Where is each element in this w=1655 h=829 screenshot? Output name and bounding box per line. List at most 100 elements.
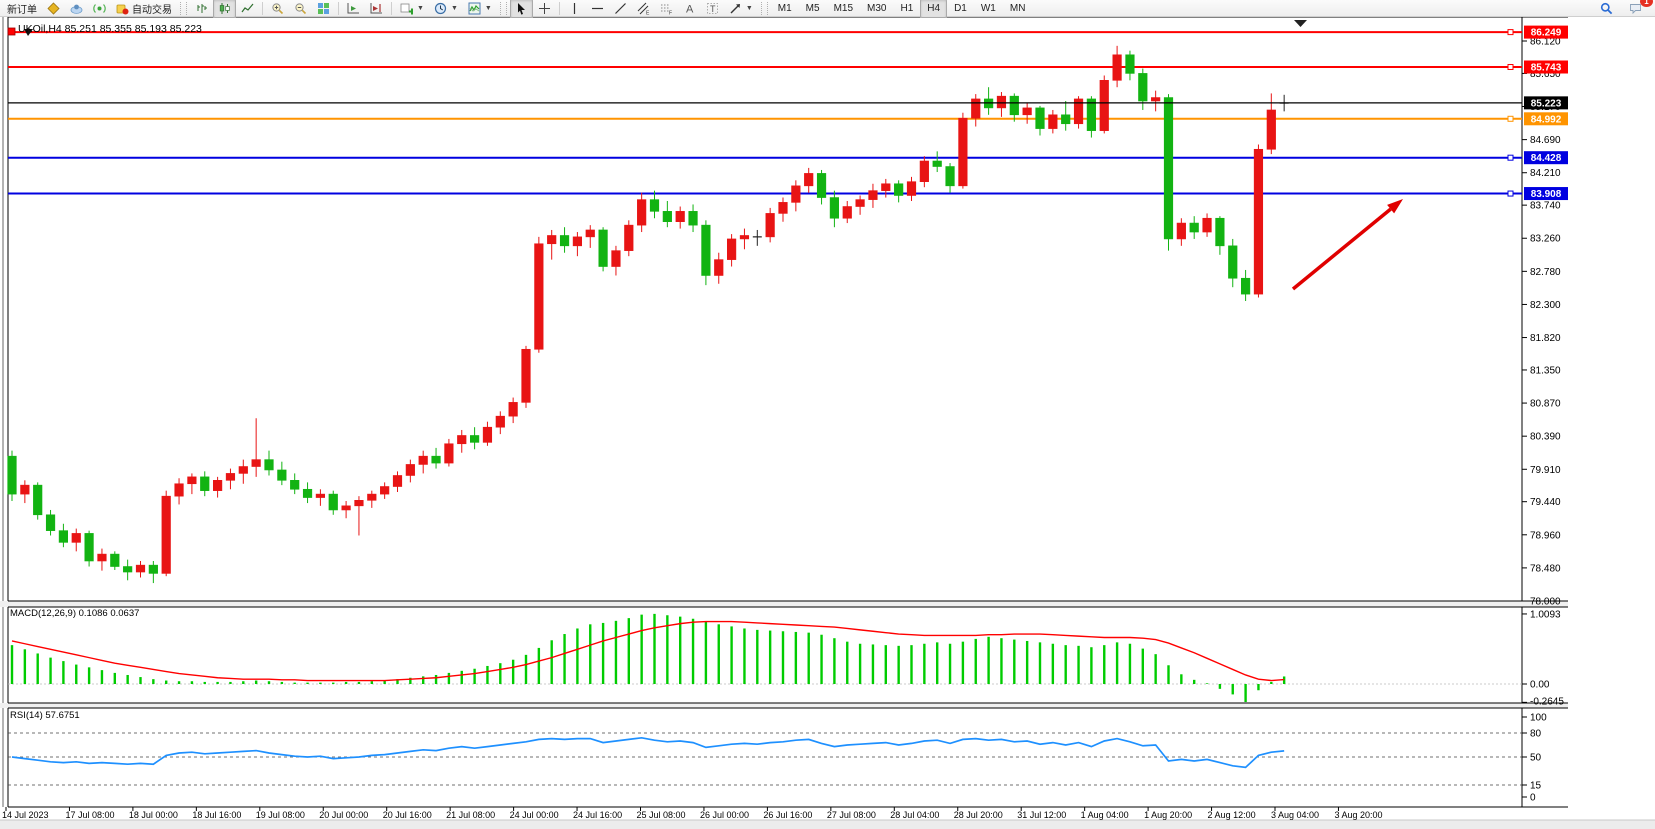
svg-text:24 Jul 16:00: 24 Jul 16:00 [573, 810, 622, 820]
cursor-icon [517, 2, 525, 15]
fibonacci-tool-button[interactable]: F [655, 0, 678, 18]
svg-text:0.00: 0.00 [1530, 680, 1550, 691]
chevron-down-icon: ▼ [450, 4, 458, 12]
svg-text:27 Jul 08:00: 27 Jul 08:00 [827, 810, 876, 820]
signals-button[interactable] [88, 0, 111, 18]
chevron-down-icon: ▼ [484, 4, 492, 12]
toolbar-separator [262, 1, 263, 15]
svg-text:84.992: 84.992 [1531, 114, 1562, 125]
arrows-tool-button[interactable]: ▼ [724, 0, 758, 18]
price-chart[interactable]: 86.12085.65085.17084.69084.21083.74083.2… [0, 17, 1655, 829]
crosshair-tool-button[interactable] [533, 0, 556, 18]
timeframe-m30-button[interactable]: M30 [860, 0, 893, 18]
tile-windows-button[interactable] [312, 0, 335, 18]
autotrading-button[interactable]: 自动交易 [111, 0, 177, 18]
equidistant-channel-icon: E [637, 2, 650, 15]
new-order-label: 新订单 [7, 4, 37, 16]
trendline-tool-button[interactable] [609, 0, 632, 18]
timeframe-m5-button[interactable]: M5 [799, 0, 827, 18]
line-chart-button[interactable] [236, 0, 259, 18]
svg-text:84.690: 84.690 [1530, 135, 1561, 146]
chart-shift-icon [370, 2, 382, 13]
signals-icon [93, 3, 106, 13]
svg-text:25 Jul 08:00: 25 Jul 08:00 [637, 810, 686, 820]
timeframe-d1-button[interactable]: D1 [947, 0, 974, 18]
zoom-in-button[interactable] [266, 0, 289, 18]
chevron-down-icon: ▼ [417, 4, 424, 12]
svg-text:-0.2645: -0.2645 [1530, 697, 1564, 708]
search-icon [1600, 2, 1613, 14]
text-label-tool-button[interactable]: T [701, 0, 724, 18]
svg-text:26 Jul 00:00: 26 Jul 00:00 [700, 810, 749, 820]
timeframe-label: M1 [777, 2, 792, 14]
auto-scroll-icon [347, 2, 359, 13]
template-icon [468, 2, 481, 14]
timeframe-mn-button[interactable]: MN [1003, 0, 1033, 18]
timeframe-label: M5 [805, 2, 820, 14]
search-button[interactable] [1595, 0, 1618, 18]
svg-text:2 Aug 12:00: 2 Aug 12:00 [1208, 810, 1256, 820]
timeframe-m15-button[interactable]: M15 [827, 0, 860, 18]
timeframe-h4-button[interactable]: H4 [920, 0, 948, 18]
svg-text:84.210: 84.210 [1530, 168, 1561, 179]
svg-text:F: F [669, 10, 672, 15]
notifications-button[interactable]: 1 [1624, 0, 1653, 18]
timeframe-label: H1 [900, 2, 914, 14]
candlestick-chart-button[interactable] [213, 0, 236, 18]
periods-button[interactable]: ▼ [429, 0, 463, 18]
community-icon [70, 4, 83, 14]
add-indicator-icon [400, 3, 413, 14]
svg-text:81.820: 81.820 [1530, 333, 1561, 344]
templates-button[interactable]: ▼ [463, 0, 497, 18]
svg-text:83.908: 83.908 [1531, 189, 1562, 200]
chart-shift-button[interactable] [365, 0, 388, 18]
chart-window[interactable]: 86.12085.65085.17084.69084.21083.74083.2… [0, 17, 1655, 829]
svg-text:85.743: 85.743 [1531, 63, 1562, 74]
notification-badge: 1 [1640, 0, 1653, 7]
community-button[interactable] [65, 0, 88, 18]
timeframe-label: D1 [954, 2, 967, 14]
svg-text:14 Jul 2023: 14 Jul 2023 [2, 810, 49, 820]
svg-text:18 Jul 16:00: 18 Jul 16:00 [192, 810, 241, 820]
svg-text:24 Jul 00:00: 24 Jul 00:00 [510, 810, 559, 820]
text-tool-button[interactable]: A [678, 0, 701, 18]
horizontal-line-icon [591, 7, 603, 9]
timeframe-h1-button[interactable]: H1 [893, 0, 920, 18]
vertical-line-tool-button[interactable] [563, 0, 586, 18]
new-order-button[interactable]: 新订单 [2, 0, 42, 18]
svg-text:78.960: 78.960 [1530, 530, 1561, 541]
horizontal-line-tool-button[interactable] [586, 0, 609, 18]
timeframe-label: W1 [980, 2, 996, 14]
add-indicator-button[interactable]: ▼ [395, 0, 429, 18]
bar-chart-button[interactable] [190, 0, 213, 18]
toolbar-grip [760, 1, 768, 15]
svg-text:79.910: 79.910 [1530, 465, 1561, 476]
svg-text:17 Jul 08:00: 17 Jul 08:00 [65, 810, 114, 820]
toolbar: 新订单 自动交易 [0, 0, 1655, 18]
vertical-line-icon [573, 2, 575, 14]
svg-text:3 Aug 04:00: 3 Aug 04:00 [1271, 810, 1319, 820]
timeframe-w1-button[interactable]: W1 [974, 0, 1003, 18]
macd-label: MACD(12,26,9) 0.1086 0.0637 [10, 608, 140, 619]
cursor-tool-button[interactable] [509, 0, 533, 18]
autotrading-label: 自动交易 [132, 4, 172, 16]
svg-text:86.249: 86.249 [1531, 28, 1562, 39]
svg-text:85.650: 85.650 [1530, 69, 1561, 80]
auto-scroll-button[interactable] [342, 0, 365, 18]
autotrading-icon [116, 4, 129, 14]
equidistant-channel-tool-button[interactable]: E [632, 0, 655, 18]
svg-text:3 Aug 20:00: 3 Aug 20:00 [1334, 810, 1382, 820]
zoom-out-icon [295, 2, 307, 14]
trendline-icon [614, 2, 626, 14]
svg-text:0: 0 [1530, 793, 1536, 804]
timeframe-m1-button[interactable]: M1 [771, 0, 799, 18]
svg-text:83.740: 83.740 [1530, 201, 1561, 212]
line-chart-icon [241, 3, 254, 12]
text-label-icon: T [706, 2, 718, 14]
zoom-out-button[interactable] [289, 0, 312, 18]
svg-text:84.428: 84.428 [1531, 153, 1562, 164]
zoom-in-icon [272, 2, 284, 14]
svg-text:18 Jul 00:00: 18 Jul 00:00 [129, 810, 178, 820]
market-watch-button[interactable] [42, 0, 65, 18]
